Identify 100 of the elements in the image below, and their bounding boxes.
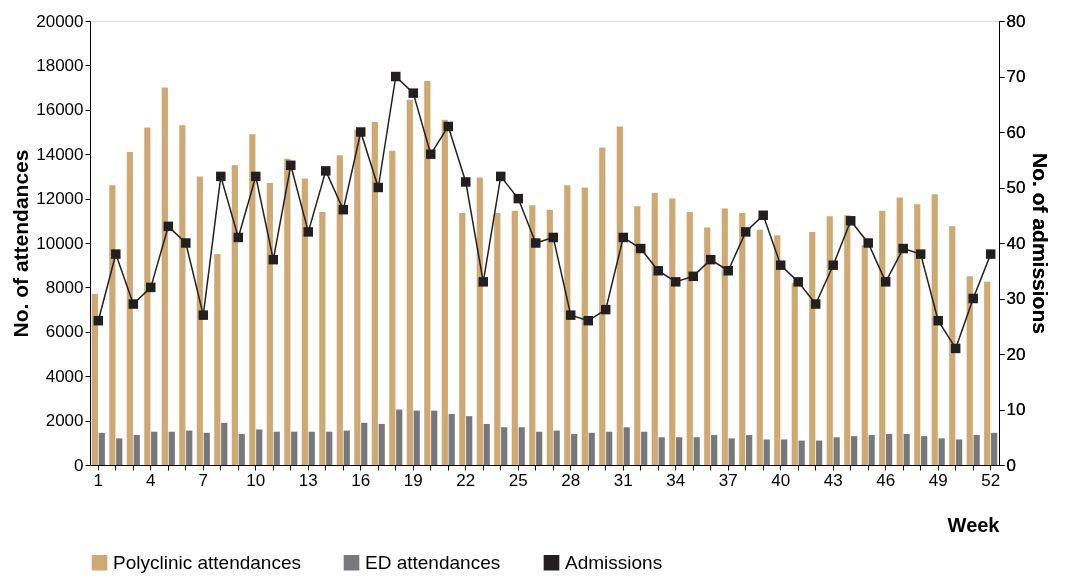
legend-label: ED attendances — [365, 551, 501, 573]
bar — [728, 438, 735, 465]
bar — [501, 427, 508, 465]
bar — [693, 437, 700, 465]
bar — [396, 409, 403, 465]
point — [443, 121, 454, 132]
point — [408, 88, 419, 98]
bar — [203, 432, 210, 465]
bar — [371, 122, 378, 465]
bar — [984, 281, 991, 465]
bar — [564, 185, 571, 465]
point — [198, 310, 209, 320]
bar — [721, 208, 728, 465]
bar — [616, 126, 623, 465]
bar — [536, 431, 543, 465]
point — [758, 210, 768, 220]
bar — [406, 99, 413, 465]
bar — [389, 150, 396, 465]
x-tick-label: 16 — [351, 470, 371, 490]
y-tick-label: 4000 — [45, 366, 84, 386]
point — [461, 177, 471, 187]
bar — [249, 134, 256, 465]
bar — [98, 432, 105, 465]
bar — [571, 433, 578, 465]
bar — [581, 187, 588, 465]
bar — [809, 231, 816, 465]
bar — [441, 119, 448, 465]
y2-tick-label: 30 — [1006, 289, 1026, 308]
y-tick-label: 0 — [74, 455, 84, 475]
bar — [676, 437, 683, 465]
x-tick-label: 10 — [246, 470, 266, 490]
bar — [966, 276, 973, 465]
bar — [798, 440, 805, 465]
x-tick-label: 19 — [403, 470, 423, 490]
point — [863, 238, 873, 248]
bar — [669, 198, 676, 465]
x-tick-label: 4 — [146, 470, 156, 490]
bar — [343, 430, 350, 465]
bar — [651, 193, 658, 465]
point — [618, 232, 628, 243]
y2-tick-label: 20 — [1006, 344, 1026, 364]
point — [513, 193, 523, 204]
point — [531, 238, 541, 248]
bar — [308, 431, 315, 465]
bar — [686, 211, 693, 465]
point — [915, 249, 926, 259]
bar — [868, 435, 875, 465]
y-tick-label: 10000 — [36, 233, 84, 253]
point — [950, 343, 961, 354]
point — [583, 315, 593, 326]
bar — [336, 155, 343, 465]
bar — [791, 282, 798, 465]
point — [653, 266, 663, 276]
bar — [91, 294, 98, 465]
bar — [214, 254, 221, 465]
y2-tick-label: 10 — [1006, 400, 1026, 419]
bar — [196, 176, 203, 465]
point — [478, 277, 488, 287]
bar — [529, 205, 536, 465]
bar — [833, 437, 840, 465]
y2-tick-label: 50 — [1006, 178, 1026, 197]
point — [968, 293, 978, 304]
point — [496, 171, 506, 182]
y-tick-label: 18000 — [36, 55, 84, 75]
point — [828, 260, 838, 270]
bar — [361, 422, 368, 465]
point — [775, 260, 786, 270]
bar — [553, 430, 560, 465]
point — [985, 249, 996, 259]
bar — [116, 438, 123, 465]
point — [181, 238, 191, 248]
bar — [938, 438, 945, 465]
bar — [774, 235, 781, 465]
x-tick-label: 25 — [508, 470, 528, 490]
bar — [413, 410, 420, 465]
bar — [238, 433, 245, 465]
point — [128, 299, 139, 309]
bar — [634, 206, 641, 465]
x-tick-label: 52 — [981, 470, 1001, 490]
bar — [266, 183, 273, 465]
point — [723, 266, 733, 276]
x-tick-label: 49 — [928, 470, 948, 490]
bar — [623, 427, 630, 465]
y2-tick-label: 80 — [1006, 11, 1026, 31]
legend-label: Admissions — [565, 551, 663, 573]
point — [216, 171, 226, 182]
y-tick-label: 12000 — [36, 189, 84, 209]
y2-tick-label: 60 — [1006, 122, 1026, 142]
point — [111, 249, 121, 259]
y2-tick-label: 40 — [1006, 233, 1026, 253]
bar — [781, 439, 788, 465]
x-tick-label: 22 — [456, 470, 476, 490]
bar — [133, 435, 140, 465]
bar — [273, 431, 280, 465]
x-tick-label: 13 — [298, 470, 318, 490]
bar — [588, 432, 595, 465]
bar — [186, 430, 193, 465]
x-tick-label: 40 — [771, 470, 791, 490]
point — [146, 282, 156, 293]
bar — [518, 427, 525, 465]
